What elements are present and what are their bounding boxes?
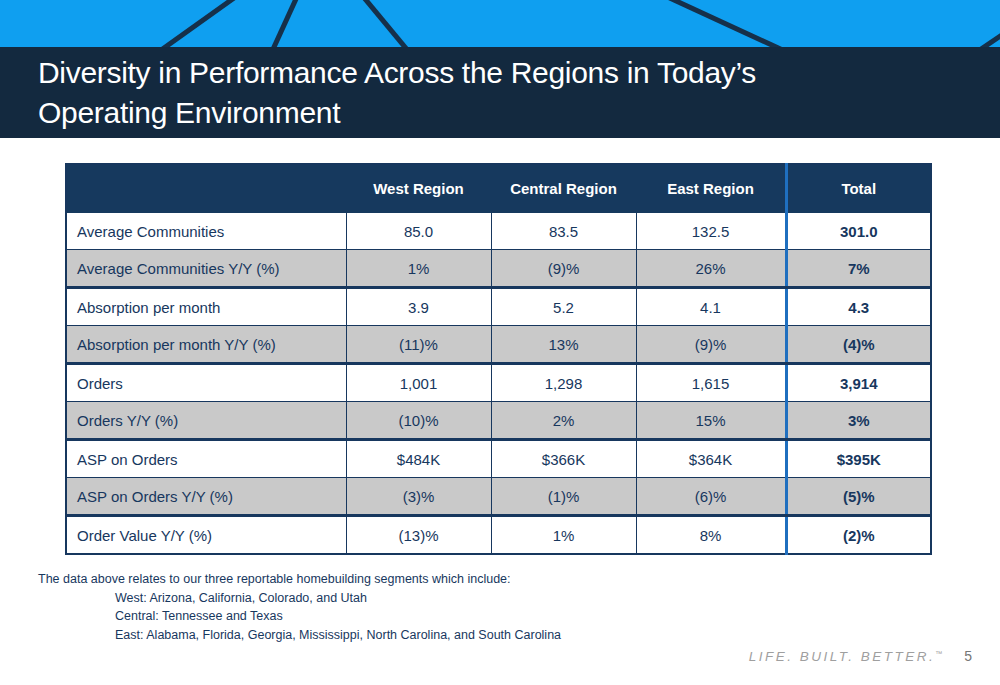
value-cell-west: 85.0 xyxy=(346,213,491,250)
row-label: Orders Y/Y (%) xyxy=(66,402,346,440)
value-cell-east: 4.1 xyxy=(636,288,786,326)
value-cell-east: (6)% xyxy=(636,478,786,516)
trademark-symbol: ™ xyxy=(935,650,942,657)
value-cell-east: 132.5 xyxy=(636,213,786,250)
value-cell-west: (13)% xyxy=(346,516,491,555)
value-cell-total: 4.3 xyxy=(786,288,931,326)
page-number: 5 xyxy=(964,648,972,664)
footnote-east: East: Alabama, Florida, Georgia, Mississ… xyxy=(115,626,561,645)
brand-tagline-text: LIFE. BUILT. BETTER. xyxy=(749,649,936,664)
roofline-graphic xyxy=(0,0,1000,47)
footnotes: The data above relates to our three repo… xyxy=(38,570,561,644)
table-row: ASP on Orders $484K $366K $364K $395K xyxy=(66,440,931,478)
value-cell-west: $484K xyxy=(346,440,491,478)
value-cell-central: $366K xyxy=(491,440,636,478)
value-cell-east: $364K xyxy=(636,440,786,478)
slide-title-line1: Diversity in Performance Across the Regi… xyxy=(38,56,756,89)
value-cell-central: 83.5 xyxy=(491,213,636,250)
row-label: Orders xyxy=(66,364,346,402)
value-cell-east: 8% xyxy=(636,516,786,555)
value-cell-total: 3% xyxy=(786,402,931,440)
value-cell-west: (10)% xyxy=(346,402,491,440)
value-cell-central: 2% xyxy=(491,402,636,440)
row-label: ASP on Orders xyxy=(66,440,346,478)
footnote-west: West: Arizona, California, Colorado, and… xyxy=(115,589,561,608)
title-bar: Diversity in Performance Across the Regi… xyxy=(0,47,1000,138)
slide-footer: LIFE. BUILT. BETTER.™ 5 xyxy=(749,648,972,664)
row-label: Absorption per month Y/Y (%) xyxy=(66,326,346,364)
value-cell-total: (5)% xyxy=(786,478,931,516)
value-cell-central: 5.2 xyxy=(491,288,636,326)
value-cell-west: (3)% xyxy=(346,478,491,516)
slide-title: Diversity in Performance Across the Regi… xyxy=(38,53,1000,133)
value-cell-total: (4)% xyxy=(786,326,931,364)
table-row: ASP on Orders Y/Y (%) (3)% (1)% (6)% (5)… xyxy=(66,478,931,516)
value-cell-west: 1,001 xyxy=(346,364,491,402)
row-label: ASP on Orders Y/Y (%) xyxy=(66,478,346,516)
header-cell-west: West Region xyxy=(346,164,491,213)
header-cell-east: East Region xyxy=(636,164,786,213)
value-cell-total: (2)% xyxy=(786,516,931,555)
header-cell-central: Central Region xyxy=(491,164,636,213)
table-row: Average Communities Y/Y (%) 1% (9)% 26% … xyxy=(66,250,931,288)
header-cell-blank xyxy=(66,164,346,213)
value-cell-central: (1)% xyxy=(491,478,636,516)
value-cell-east: 15% xyxy=(636,402,786,440)
value-cell-central: 1,298 xyxy=(491,364,636,402)
slide-title-line2: Operating Environment xyxy=(38,96,340,129)
regional-performance-table: West Region Central Region East Region T… xyxy=(65,163,932,555)
table-row: Orders 1,001 1,298 1,615 3,914 xyxy=(66,364,931,402)
value-cell-central: 13% xyxy=(491,326,636,364)
value-cell-central: 1% xyxy=(491,516,636,555)
row-label: Average Communities xyxy=(66,213,346,250)
value-cell-total: $395K xyxy=(786,440,931,478)
table-header-row: West Region Central Region East Region T… xyxy=(66,164,931,213)
table-row: Average Communities 85.0 83.5 132.5 301.… xyxy=(66,213,931,250)
value-cell-west: 3.9 xyxy=(346,288,491,326)
footnote-intro: The data above relates to our three repo… xyxy=(38,570,561,589)
footnote-central: Central: Tennessee and Texas xyxy=(115,607,561,626)
brand-tagline: LIFE. BUILT. BETTER.™ xyxy=(749,649,943,664)
header-cell-total: Total xyxy=(786,164,931,213)
row-label: Order Value Y/Y (%) xyxy=(66,516,346,555)
table-row: Absorption per month Y/Y (%) (11)% 13% (… xyxy=(66,326,931,364)
value-cell-total: 3,914 xyxy=(786,364,931,402)
value-cell-west: 1% xyxy=(346,250,491,288)
value-cell-total: 7% xyxy=(786,250,931,288)
value-cell-east: 26% xyxy=(636,250,786,288)
value-cell-central: (9)% xyxy=(491,250,636,288)
table-row: Absorption per month 3.9 5.2 4.1 4.3 xyxy=(66,288,931,326)
row-label: Average Communities Y/Y (%) xyxy=(66,250,346,288)
value-cell-east: (9)% xyxy=(636,326,786,364)
row-label: Absorption per month xyxy=(66,288,346,326)
table-row: Orders Y/Y (%) (10)% 2% 15% 3% xyxy=(66,402,931,440)
value-cell-west: (11)% xyxy=(346,326,491,364)
value-cell-total: 301.0 xyxy=(786,213,931,250)
table-row: Order Value Y/Y (%) (13)% 1% 8% (2)% xyxy=(66,516,931,555)
top-banner xyxy=(0,0,1000,47)
value-cell-east: 1,615 xyxy=(636,364,786,402)
